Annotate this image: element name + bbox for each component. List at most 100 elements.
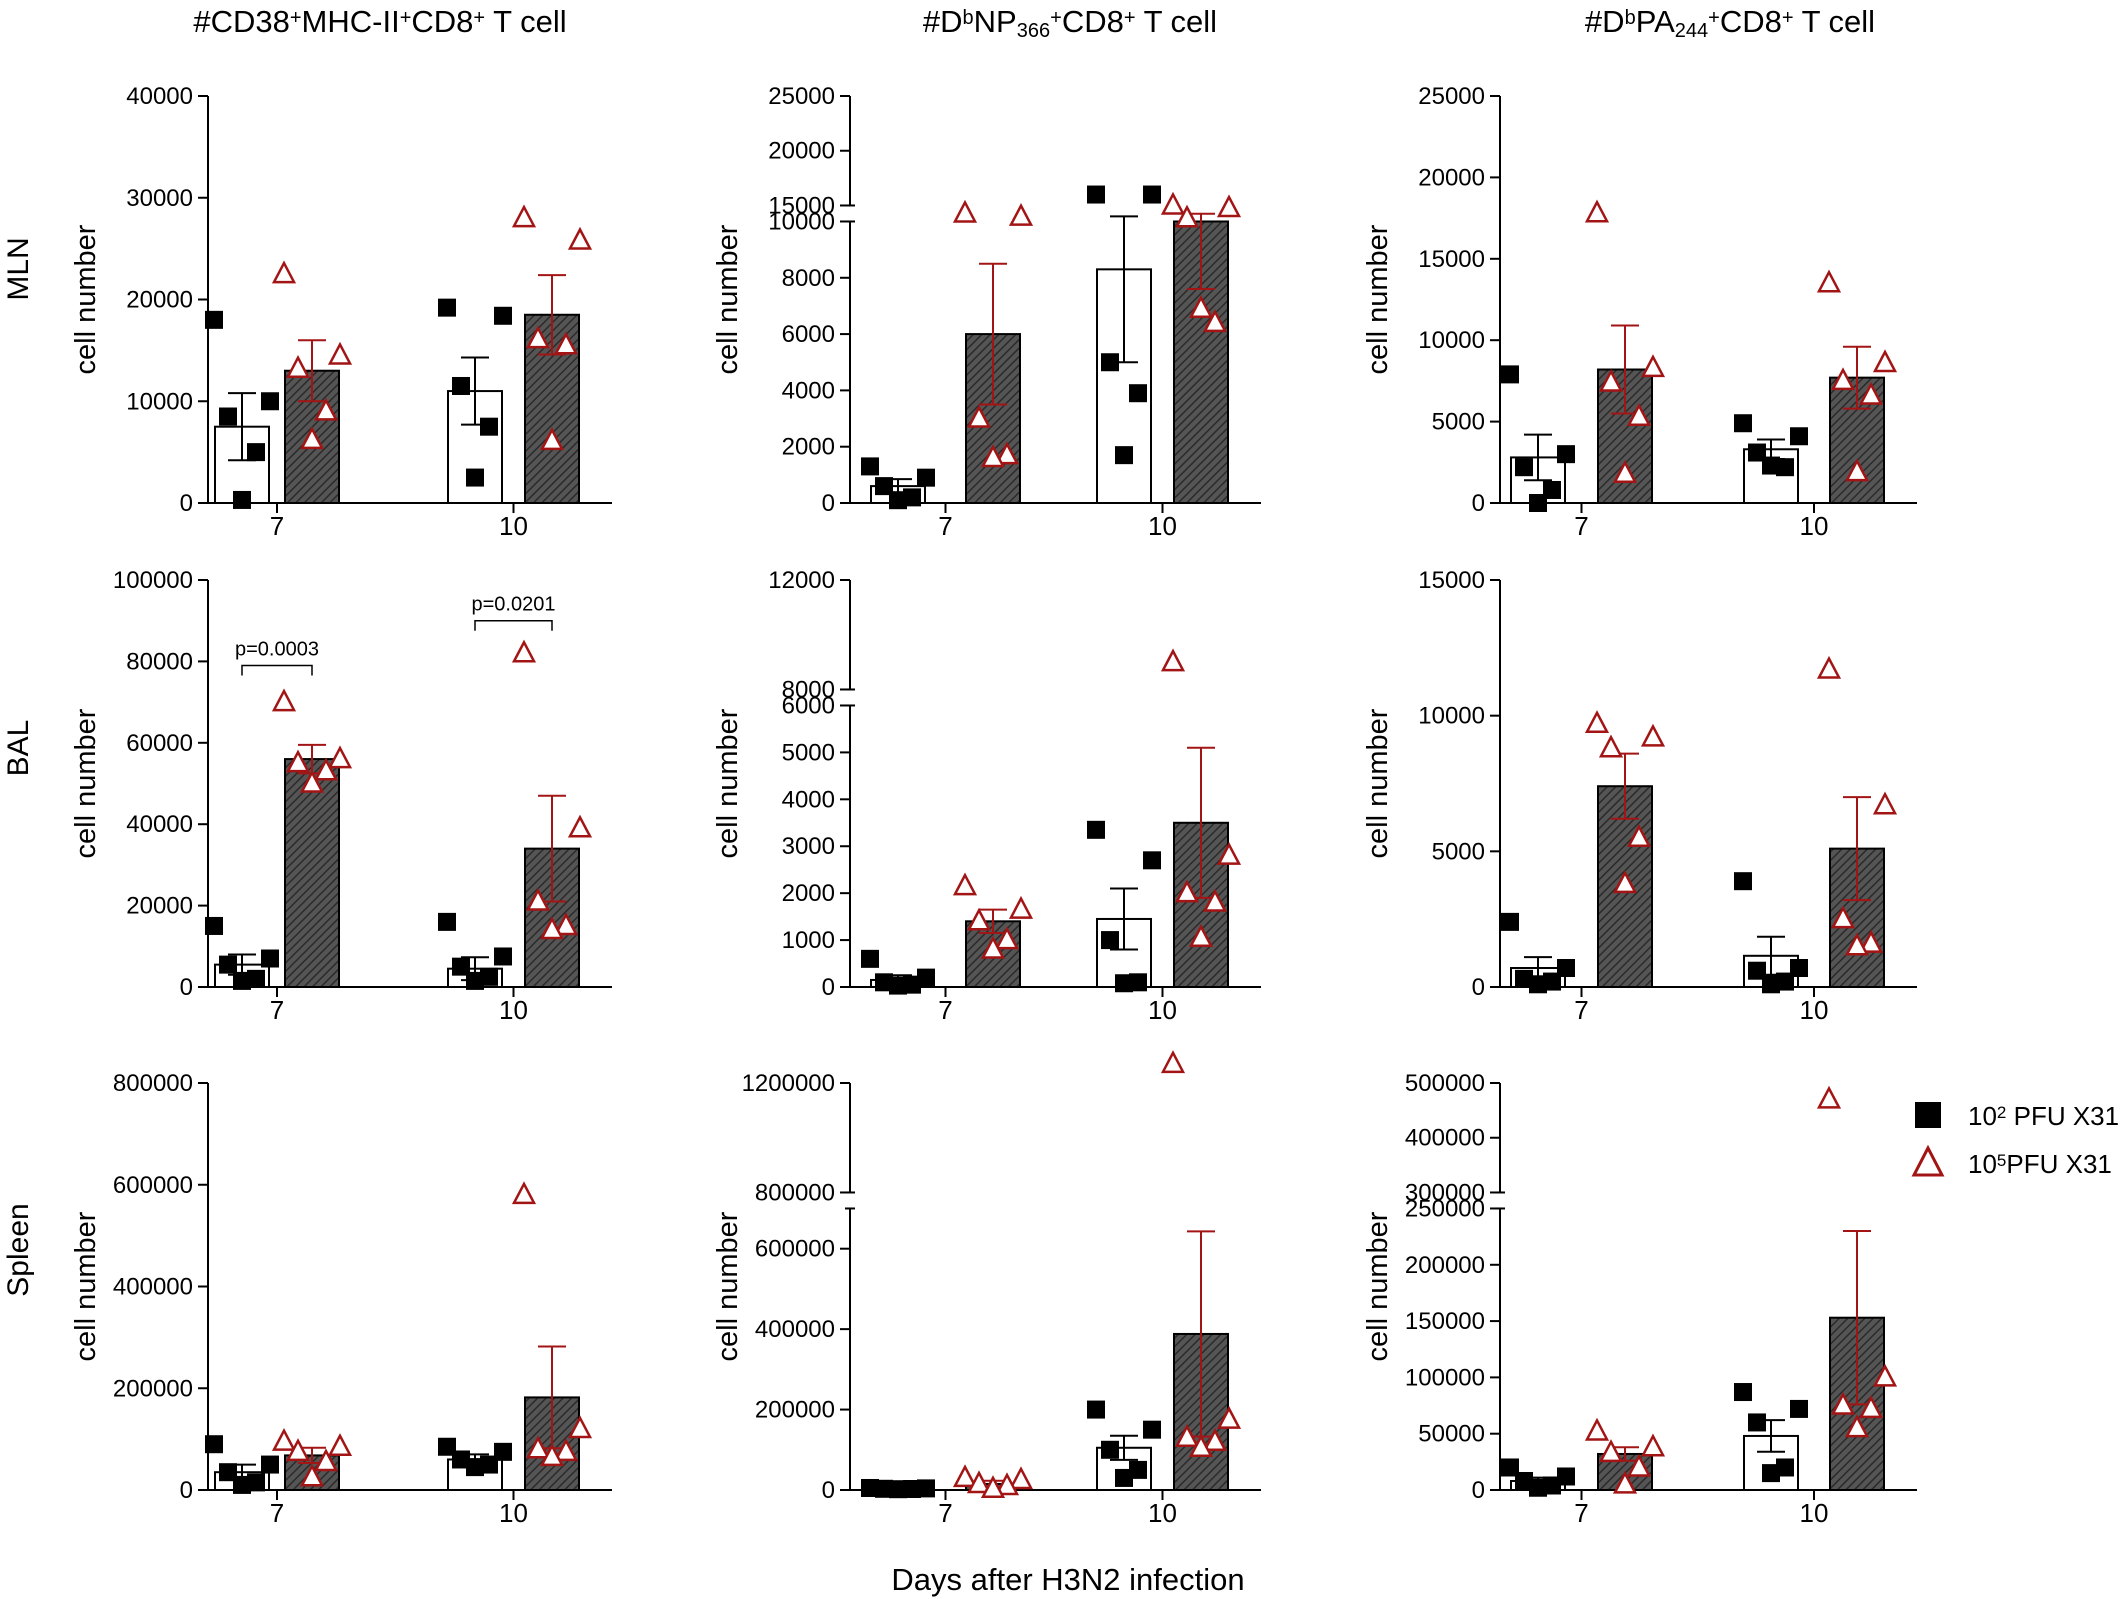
column-title-part: PA	[1636, 4, 1675, 39]
data-point-triangle	[285, 1438, 311, 1462]
data-point-triangle	[1626, 1453, 1652, 1477]
x-tick-label: 10	[1148, 1498, 1177, 1528]
panel-mln-1: 0 10000 20000 30000 40000 cell number 7 10	[70, 83, 612, 541]
data-point-triangle	[1174, 879, 1200, 903]
data-point-square	[205, 310, 223, 329]
data-point-triangle	[1202, 309, 1228, 333]
y-axis-label: cell number	[712, 708, 744, 858]
data-point-square	[889, 1480, 907, 1499]
x-tick-label: 7	[270, 1498, 284, 1528]
data-point-triangle	[966, 1470, 992, 1494]
panel-spleen-1: 0 200000 400000 600000 800000 cell number 7 10	[70, 1070, 612, 1528]
data-point-square	[1790, 1399, 1808, 1418]
y-tick-label: 100000	[1405, 1364, 1485, 1391]
x-tick-label: 10	[1148, 511, 1177, 541]
data-point-triangle	[1844, 458, 1870, 482]
x-tick-label: 10	[1800, 511, 1829, 541]
data-point-square	[1515, 458, 1533, 477]
y-tick-label: 0	[1472, 490, 1485, 517]
y-axis-label: cell number	[1362, 1211, 1394, 1361]
data-point-triangle	[313, 1448, 339, 1472]
data-point-triangle	[511, 204, 537, 228]
data-point-triangle	[1816, 1085, 1842, 1109]
y-axis-label: cell number	[70, 1211, 102, 1361]
data-point-triangle	[1160, 191, 1186, 215]
data-point-triangle	[1160, 1050, 1186, 1074]
column-title-part: #D	[1585, 4, 1625, 39]
column-title-3: #DbPA244+CD8+ T cell	[1585, 4, 1875, 42]
y-tick-label: 800000	[755, 1179, 835, 1206]
x-tick-label: 10	[1800, 995, 1829, 1025]
data-point-triangle	[952, 1464, 978, 1488]
column-title-part: MHC-II	[302, 4, 400, 39]
y-tick-label: 5000	[1432, 838, 1485, 865]
significance-bracket	[474, 619, 553, 631]
data-point-triangle	[1858, 1395, 1884, 1419]
panel-spleen-2: 0 200000 400000 600000 800000 1200000 cell num…	[712, 1050, 1261, 1528]
column-title-part: CD8	[1720, 4, 1782, 39]
legend-marker-square	[1915, 1102, 1941, 1128]
data-point-triangle	[994, 926, 1020, 950]
data-point-triangle	[1816, 655, 1842, 679]
data-point-square	[889, 976, 907, 995]
panel-bal-3: 0 5000 10000 15000 cell number 7 10	[1362, 567, 1917, 1025]
data-point-square	[1790, 427, 1808, 446]
data-point-triangle	[1598, 368, 1624, 392]
data-point-square	[1762, 975, 1780, 994]
y-tick-label: 60000	[126, 730, 193, 757]
column-title-part: +	[1708, 7, 1720, 29]
data-point-square	[1515, 969, 1533, 988]
column-title-part: #D	[923, 4, 963, 39]
legend-label-sup: 5	[1997, 1151, 2006, 1170]
y-tick-label: 10000	[1418, 327, 1485, 354]
column-title-part: 244	[1675, 20, 1708, 42]
data-point-triangle	[1216, 1405, 1242, 1429]
data-point-triangle	[271, 1427, 297, 1451]
legend-label-main: 10	[1968, 1101, 1997, 1131]
data-point-triangle	[994, 1472, 1020, 1496]
y-tick-label: 20000	[126, 893, 193, 920]
data-point-triangle	[952, 199, 978, 223]
y-tick-label: 4000	[782, 377, 835, 404]
y-tick-label: 300000	[1405, 1179, 1485, 1206]
data-point-square	[1501, 365, 1519, 384]
y-tick-label: 10000	[768, 208, 835, 235]
significance-bracket	[241, 664, 313, 676]
data-point-square	[1101, 931, 1119, 950]
data-point-triangle	[553, 912, 579, 936]
data-point-triangle	[1584, 710, 1610, 734]
data-point-triangle	[1216, 841, 1242, 865]
p-value-label: p=0.0201	[472, 594, 556, 616]
y-tick-label: 15000	[1418, 567, 1485, 594]
data-point-square	[247, 1473, 265, 1492]
y-tick-label: 150000	[1405, 1308, 1485, 1335]
data-point-triangle	[1830, 1391, 1856, 1415]
y-axis-label: cell number	[712, 1211, 744, 1361]
x-axis-label: Days after H3N2 infection	[891, 1562, 1244, 1597]
data-point-square	[903, 1479, 921, 1498]
data-point-square	[233, 1475, 251, 1494]
y-tick-label: 12000	[768, 567, 835, 594]
data-point-square	[1734, 414, 1752, 433]
column-title-part: +	[1124, 7, 1136, 29]
data-point-triangle	[299, 1463, 325, 1487]
y-tick-label: 80000	[126, 648, 193, 675]
data-point-triangle	[1626, 824, 1652, 848]
data-point-triangle	[1008, 202, 1034, 226]
data-point-square	[1734, 872, 1752, 891]
y-tick-label: 0	[180, 1477, 193, 1504]
data-point-triangle	[1598, 1439, 1624, 1463]
data-point-triangle	[285, 355, 311, 378]
x-tick-label: 10	[499, 1498, 528, 1528]
data-point-triangle	[966, 404, 992, 428]
data-point-square	[875, 1479, 893, 1498]
y-tick-label: 0	[822, 974, 835, 1001]
y-tick-label: 15000	[768, 192, 835, 219]
data-point-square	[1129, 1460, 1147, 1479]
data-point-square	[1101, 353, 1119, 372]
data-point-square	[452, 1450, 470, 1469]
column-title-2: #DbNP366+CD8+ T cell	[923, 4, 1217, 42]
column-title-part: +	[1050, 7, 1062, 29]
y-tick-label: 1200000	[742, 1070, 835, 1097]
